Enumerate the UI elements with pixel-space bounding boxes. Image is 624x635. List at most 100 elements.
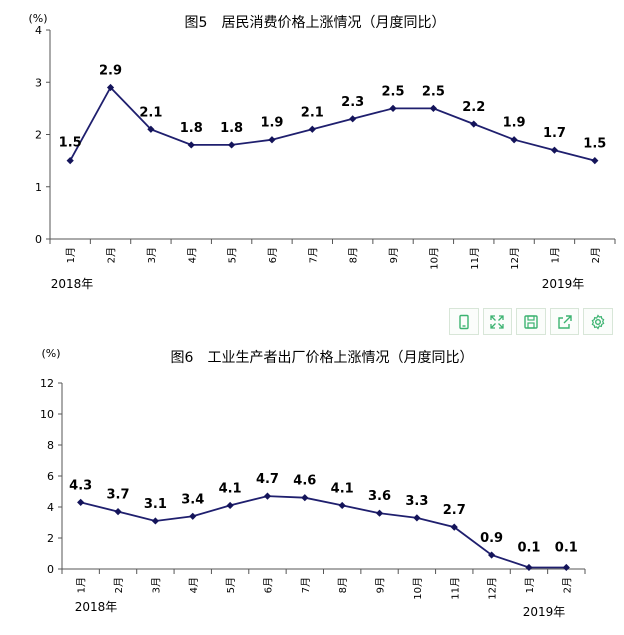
x-tick-label: 9月 [375, 577, 387, 593]
data-point [470, 120, 478, 128]
data-label: 2.1 [139, 105, 162, 120]
data-label: 1.8 [220, 121, 243, 136]
x-tick-label: 11月 [469, 247, 481, 270]
x-tick-label: 11月 [449, 577, 461, 600]
data-label: 2.3 [341, 95, 364, 110]
data-point [77, 498, 85, 506]
x-tick-label: 2月 [561, 577, 573, 593]
x-tick-label: 3月 [150, 577, 162, 593]
y-tick-label: 2 [47, 532, 54, 545]
data-point [151, 517, 159, 525]
data-label: 2.2 [462, 100, 485, 115]
year-label: 2019年 [542, 277, 585, 291]
year-label: 2018年 [75, 600, 118, 614]
data-label: 2.1 [301, 105, 324, 120]
data-point [308, 125, 316, 133]
x-tick-label: 3月 [146, 247, 158, 263]
data-point [263, 492, 272, 500]
data-point [591, 157, 599, 165]
data-label: 1.5 [583, 137, 606, 152]
data-point [562, 563, 570, 572]
data-point [510, 136, 518, 144]
data-label: 1.8 [180, 121, 203, 136]
data-point [147, 125, 155, 133]
data-label: 0.9 [480, 531, 503, 546]
data-point [550, 146, 559, 154]
tablet-icon [459, 314, 469, 329]
chart-title: 图6 工业生产者出厂价格上涨情况（月度同比） [171, 350, 474, 366]
x-tick-label: 5月 [225, 577, 237, 593]
data-point [106, 83, 115, 92]
y-tick-label: 6 [47, 470, 54, 483]
data-label: 1.5 [59, 136, 82, 151]
data-point [338, 501, 346, 510]
y-axis-unit-label: (%) [28, 12, 47, 25]
data-point [187, 141, 195, 149]
x-tick-label: 12月 [487, 577, 499, 600]
data-label: 4.7 [256, 472, 279, 487]
data-point [189, 512, 197, 520]
data-point [413, 514, 421, 522]
x-tick-label: 1月 [524, 577, 536, 593]
y-tick-label: 10 [40, 408, 54, 421]
y-tick-label: 0 [47, 563, 54, 576]
tablet-button[interactable] [449, 308, 479, 335]
data-label: 0.1 [555, 540, 578, 555]
series-line [80, 495, 567, 569]
data-point [114, 508, 122, 516]
y-tick-label: 0 [35, 233, 42, 246]
data-point [349, 115, 357, 123]
y-tick-label: 4 [35, 24, 42, 37]
x-tick-label: 5月 [227, 247, 239, 263]
y-tick-label: 4 [47, 501, 54, 514]
share-icon [557, 314, 572, 329]
y-tick-label: 2 [35, 129, 42, 142]
year-label: 2018年 [51, 277, 94, 291]
data-label: 3.3 [405, 494, 428, 509]
data-label: 0.1 [517, 540, 540, 555]
data-point [389, 104, 397, 112]
x-tick-label: 2月 [113, 577, 125, 593]
data-label: 1.9 [503, 116, 526, 131]
data-label: 3.1 [144, 497, 167, 512]
data-point [268, 136, 276, 144]
data-label: 2.5 [382, 84, 405, 99]
x-tick-label: 12月 [509, 247, 521, 270]
settings-icon [591, 313, 605, 330]
data-label: 4.3 [69, 478, 92, 493]
y-tick-label: 1 [35, 181, 42, 194]
y-axis-unit-label: (%) [41, 347, 60, 360]
data-point [66, 157, 74, 165]
y-tick-label: 3 [35, 76, 42, 89]
data-point [488, 551, 496, 559]
x-tick-label: 4月 [186, 247, 198, 263]
chart-title: 图5 居民消费价格上涨情况（月度同比） [185, 15, 446, 31]
fullscreen-button[interactable] [482, 308, 513, 335]
data-point [525, 563, 533, 572]
x-tick-label: 10月 [412, 577, 424, 600]
settings-button[interactable] [583, 308, 613, 335]
x-tick-label: 7月 [307, 247, 319, 263]
data-label: 2.5 [422, 84, 445, 99]
x-tick-label: 9月 [388, 247, 400, 263]
year-label: 2019年 [523, 605, 566, 619]
x-tick-label: 10月 [428, 247, 440, 270]
data-label: 4.6 [293, 474, 316, 489]
save-icon [524, 314, 538, 329]
data-label: 2.7 [443, 503, 466, 518]
data-label: 1.9 [260, 116, 283, 131]
data-label: 2.9 [99, 63, 122, 78]
data-label: 3.7 [107, 488, 130, 503]
x-tick-label: 2月 [106, 247, 118, 263]
fullscreen-icon [490, 314, 505, 329]
y-tick-label: 12 [40, 377, 54, 390]
x-tick-label: 6月 [267, 247, 279, 263]
save-button[interactable] [516, 308, 546, 335]
chart-toolbar [449, 308, 613, 335]
x-tick-label: 8月 [348, 247, 360, 263]
data-label: 3.4 [181, 492, 204, 507]
share-button[interactable] [549, 308, 580, 335]
series-line [69, 85, 596, 162]
